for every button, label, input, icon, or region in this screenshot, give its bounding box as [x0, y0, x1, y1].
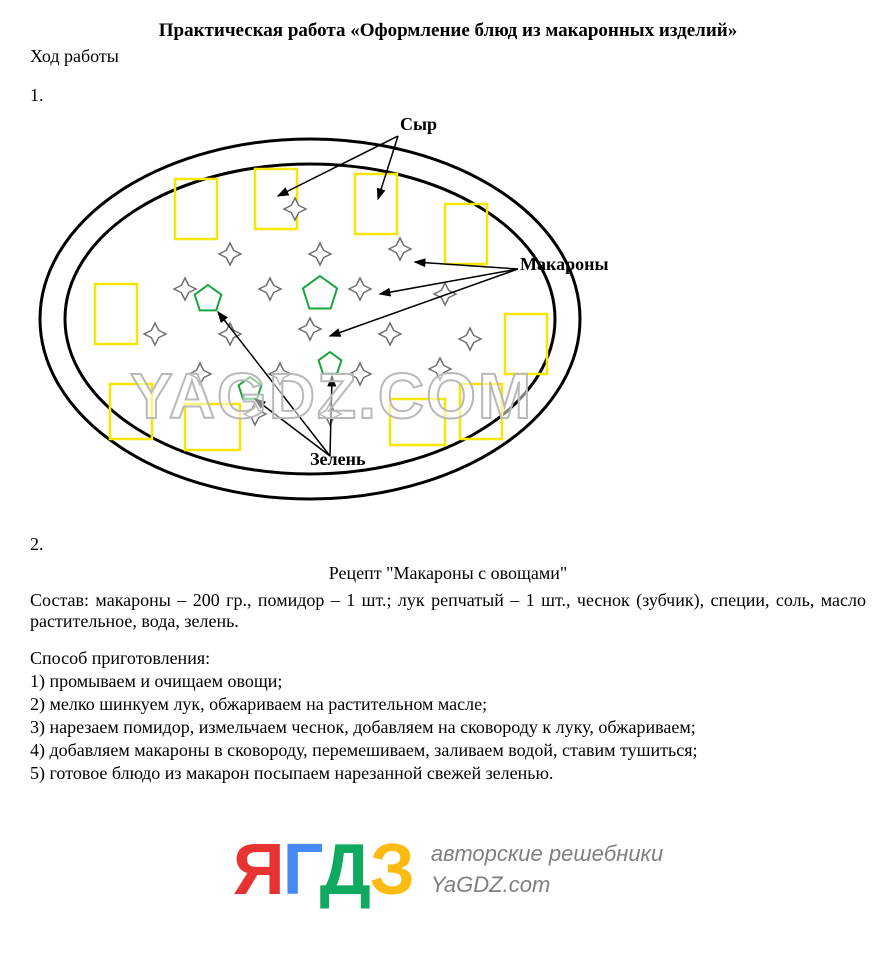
page-title: Практическая работа «Оформление блюд из …: [30, 20, 866, 42]
recipe-step: 3) нарезаем помидор, измельчаем чеснок, …: [30, 717, 866, 738]
method-block: Способ приготовления: 1) промываем и очи…: [30, 648, 866, 784]
dish-diagram: Сыр Макароны Зелень YAGDZ.COM: [30, 114, 750, 514]
logo-letters: ЯГДЗ: [233, 834, 413, 906]
logo-letter: Г: [283, 830, 320, 910]
subtitle: Ход работы: [30, 46, 866, 67]
recipe-step: 4) добавляем макароны в сковороду, перем…: [30, 740, 866, 761]
logo-letter: Д: [320, 830, 370, 910]
section-1-number: 1.: [30, 85, 866, 106]
recipe-step: 1) промываем и очищаем овощи;: [30, 671, 866, 692]
recipe-step: 2) мелко шинкуем лук, обжариваем на раст…: [30, 694, 866, 715]
logo-letter: Я: [233, 830, 283, 910]
logo-tagline-1: авторские решебники: [431, 839, 663, 870]
recipe-title: Рецепт "Макароны с овощами": [30, 563, 866, 584]
logo-tagline: авторские решебники YaGDZ.com: [431, 839, 663, 901]
ingredients-text: Состав: макароны – 200 гр., помидор – 1 …: [30, 590, 866, 632]
label-pasta: Макароны: [520, 254, 609, 275]
site-logo: ЯГДЗ авторские решебники YaGDZ.com: [30, 834, 866, 906]
logo-tagline-2: YaGDZ.com: [431, 870, 663, 901]
recipe-step: 5) готовое блюдо из макарон посыпаем нар…: [30, 763, 866, 784]
diagram-svg: [30, 114, 750, 514]
label-greens: Зелень: [310, 449, 365, 470]
logo-letter: З: [370, 830, 413, 910]
section-2-number: 2.: [30, 534, 866, 555]
method-label: Способ приготовления:: [30, 648, 866, 669]
label-cheese: Сыр: [400, 114, 437, 135]
